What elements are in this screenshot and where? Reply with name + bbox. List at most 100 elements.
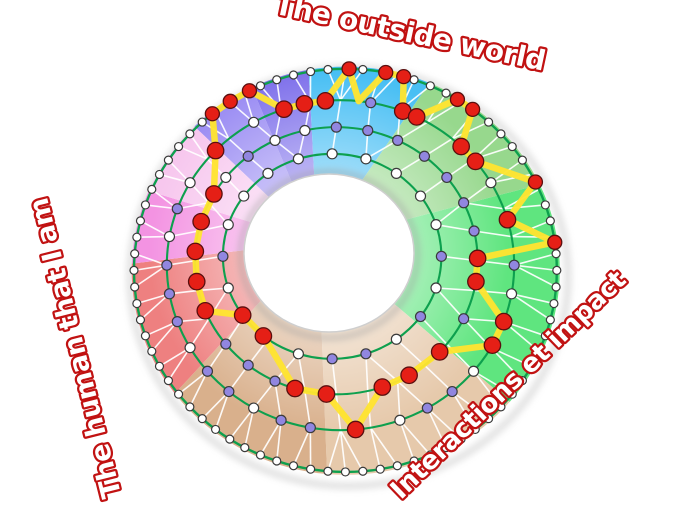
competency-node-white bbox=[130, 282, 140, 292]
competency-node-white bbox=[360, 153, 372, 165]
profile-node-red bbox=[241, 83, 258, 99]
profile-node-red bbox=[483, 336, 502, 355]
center-hole bbox=[243, 173, 415, 333]
competency-node-white bbox=[326, 148, 338, 160]
profile-node-red bbox=[196, 301, 215, 320]
profile-node-red bbox=[498, 210, 517, 229]
competency-node-white bbox=[173, 141, 184, 152]
profile-node-red bbox=[187, 272, 206, 291]
hole-shadow bbox=[238, 169, 420, 341]
profile-node-red bbox=[466, 152, 485, 171]
competency-node-white bbox=[184, 177, 196, 189]
competency-node-white bbox=[496, 402, 506, 412]
competency-node-white bbox=[248, 116, 260, 128]
profile-node-red bbox=[205, 185, 223, 203]
competency-node-white bbox=[358, 64, 368, 75]
profile-node-red bbox=[468, 249, 487, 268]
competency-node-lavender bbox=[458, 313, 470, 325]
competency-node-lavender bbox=[435, 250, 447, 262]
competency-node-white bbox=[163, 155, 174, 165]
competency-node-lavender bbox=[418, 150, 431, 162]
competency-node-white bbox=[140, 200, 151, 210]
profile-node-red bbox=[346, 420, 365, 439]
profile-node-red bbox=[467, 272, 485, 291]
competency-node-white bbox=[517, 155, 527, 165]
competency-node-white bbox=[197, 117, 207, 127]
competency-node-white bbox=[456, 434, 466, 444]
profile-node-red bbox=[204, 106, 221, 122]
profile-node-red bbox=[494, 312, 513, 331]
competency-node-lavender bbox=[242, 150, 254, 162]
competency-node-white bbox=[375, 464, 385, 474]
competency-node-lavender bbox=[330, 121, 342, 133]
competency-node-white bbox=[132, 232, 142, 242]
competency-node-white bbox=[441, 88, 451, 98]
competency-node-white bbox=[549, 298, 559, 309]
profile-node-red bbox=[396, 68, 412, 85]
competency-node-lavender bbox=[508, 259, 520, 271]
competency-node-white bbox=[222, 282, 234, 294]
competency-node-lavender bbox=[201, 365, 214, 377]
competency-node-white bbox=[184, 342, 196, 354]
profile-node-red bbox=[286, 379, 304, 398]
profile-node-red bbox=[316, 91, 335, 110]
competency-node-white bbox=[269, 134, 281, 146]
competency-node-lavender bbox=[171, 203, 183, 215]
competency-node-white bbox=[255, 450, 266, 460]
profile-node-red bbox=[192, 212, 211, 231]
competency-node-white bbox=[425, 450, 435, 460]
competency-node-lavender bbox=[217, 250, 229, 262]
competency-node-white bbox=[430, 282, 442, 294]
profile-node-red bbox=[407, 108, 426, 126]
competency-node-white bbox=[154, 361, 165, 371]
profile-node-red bbox=[206, 141, 225, 160]
competency-node-white bbox=[551, 249, 561, 259]
competency-node-white bbox=[414, 190, 427, 202]
competency-node-lavender bbox=[275, 414, 287, 426]
profile-node-red bbox=[341, 61, 357, 77]
profile-node-red bbox=[527, 174, 544, 190]
competency-node-white bbox=[288, 461, 299, 471]
competency-node-white bbox=[540, 200, 550, 210]
competency-node-white bbox=[173, 389, 184, 399]
competency-node-white bbox=[272, 456, 282, 466]
competency-node-white bbox=[185, 129, 195, 139]
competency-node-white bbox=[485, 177, 497, 189]
profile-node-red bbox=[317, 385, 336, 403]
competency-node-lavender bbox=[171, 316, 183, 328]
competency-node-white bbox=[129, 265, 139, 275]
competency-node-lavender bbox=[392, 134, 404, 146]
profile-node-red bbox=[222, 93, 238, 109]
competency-node-white bbox=[551, 282, 561, 292]
competency-node-white bbox=[323, 466, 333, 476]
competency-node-white bbox=[272, 75, 282, 85]
competency-node-white bbox=[358, 466, 368, 476]
competency-node-lavender bbox=[163, 288, 176, 300]
competency-node-white bbox=[185, 402, 195, 412]
profile-node-red bbox=[430, 343, 449, 361]
competency-node-white bbox=[517, 376, 527, 386]
competency-node-white bbox=[390, 333, 402, 345]
competency-node-white bbox=[299, 124, 311, 137]
competency-node-white bbox=[390, 167, 402, 180]
profile-node-red bbox=[254, 327, 273, 345]
competency-node-lavender bbox=[242, 359, 254, 371]
competency-node-white bbox=[467, 365, 480, 377]
competency-node-white bbox=[135, 315, 146, 325]
competency-node-white bbox=[163, 376, 174, 386]
competency-node-lavender bbox=[441, 171, 453, 184]
profile-node-red bbox=[378, 64, 394, 81]
profile-node-red bbox=[373, 378, 392, 396]
competency-node-white bbox=[220, 171, 232, 184]
competency-node-white bbox=[507, 141, 517, 152]
competency-node-white bbox=[306, 464, 316, 474]
competency-node-white bbox=[140, 331, 151, 341]
competency-node-lavender bbox=[458, 197, 470, 209]
profile-node-red bbox=[449, 91, 466, 108]
competency-node-white bbox=[425, 81, 435, 91]
competency-node-white bbox=[240, 443, 250, 453]
competency-node-white bbox=[197, 414, 207, 424]
competency-node-white bbox=[323, 64, 333, 75]
competency-node-lavender bbox=[421, 402, 433, 414]
